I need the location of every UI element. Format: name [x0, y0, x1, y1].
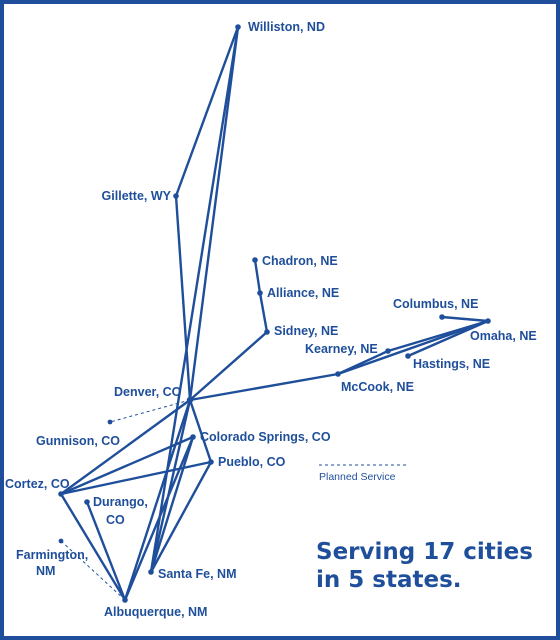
route-cortez-coloradosprings	[59, 435, 195, 496]
city-label-omaha: Omaha, NE	[470, 329, 537, 343]
route-mccook-omaha	[336, 319, 490, 376]
city-dot-chadron[interactable]	[252, 257, 258, 263]
city-dot-hastings[interactable]	[405, 353, 411, 359]
city-dot-alliance[interactable]	[257, 290, 263, 296]
city-dot-cortez[interactable]	[58, 491, 64, 497]
city-label-alliance: Alliance, NE	[267, 286, 339, 300]
city-label-chadron: Chadron, NE	[262, 254, 338, 268]
route-denver-cortez	[59, 398, 192, 496]
city-label-farmington-line2: NM	[36, 564, 55, 578]
city-dot-kearney[interactable]	[385, 348, 391, 354]
route-mccook-kearney	[336, 349, 390, 376]
route-williston-santafe	[149, 25, 240, 574]
route-denver-mccook	[188, 372, 340, 402]
city-dot-santa-fe[interactable]	[148, 569, 154, 575]
city-dot-sidney[interactable]	[264, 329, 270, 335]
city-dot-pueblo[interactable]	[208, 459, 214, 465]
city-dot-gillette[interactable]	[173, 193, 179, 199]
slogan-line-1: Serving 17 cities	[316, 539, 533, 565]
city-dot-gunnison[interactable]	[107, 419, 113, 425]
route-denver-pueblo	[188, 398, 213, 464]
planned-route-denver-gunnison	[109, 399, 191, 423]
city-label-santa-fe: Santa Fe, NM	[158, 567, 237, 581]
route-durango-albuquerque	[85, 500, 127, 602]
route-coloradosprings-albuquerque	[123, 435, 195, 602]
planned-route-farmington-albuquerque	[60, 540, 126, 601]
city-label-gillette: Gillette, WY	[102, 189, 172, 203]
route-kearney-omaha	[386, 319, 490, 353]
city-label-durango-line2: CO	[106, 513, 125, 527]
route-cortez-albuquerque	[59, 492, 127, 602]
route-alliance-sidney	[258, 291, 269, 334]
route-pueblo-santafe	[149, 460, 213, 574]
city-dot-denver[interactable]	[186, 396, 194, 404]
city-label-williston: Williston, ND	[248, 20, 325, 34]
planned-routes	[60, 399, 406, 601]
city-label-hastings: Hastings, NE	[413, 357, 490, 371]
city-dot-columbus[interactable]	[439, 314, 445, 320]
city-dot-albuquerque[interactable]	[122, 597, 128, 603]
city-dots	[58, 24, 491, 603]
routes	[59, 25, 490, 602]
route-gillette-denver	[174, 194, 192, 402]
legend-planned-service: Planned Service	[319, 471, 396, 483]
city-label-mccook: McCook, NE	[341, 380, 414, 394]
route-denver-albuquerque	[123, 398, 192, 602]
route-coloradosprings-santafe	[149, 435, 195, 574]
city-label-columbus: Columbus, NE	[393, 297, 478, 311]
city-label-cortez: Cortez, CO	[5, 477, 70, 491]
city-label-gunnison: Gunnison, CO	[36, 434, 120, 448]
city-dot-omaha[interactable]	[485, 318, 491, 324]
slogan: Serving 17 cities in 5 states.	[316, 539, 533, 593]
city-label-pueblo: Pueblo, CO	[218, 455, 286, 469]
city-label-denver: Denver, CO	[114, 385, 182, 399]
slogan-line-2: in 5 states.	[316, 567, 462, 593]
city-label-sidney: Sidney, NE	[274, 324, 338, 338]
route-sidney-denver	[188, 330, 269, 402]
city-dot-durango[interactable]	[84, 499, 90, 505]
city-dot-colorado-springs[interactable]	[190, 434, 196, 440]
route-map: Williston, ND Gillette, WY Chadron, NE A…	[5, 20, 537, 619]
city-label-durango-line1: Durango,	[93, 495, 148, 509]
route-columbus-omaha	[440, 315, 490, 323]
route-gillette-williston	[174, 25, 240, 198]
route-hastings-omaha	[406, 319, 490, 358]
city-label-colorado-springs: Colorado Springs, CO	[200, 430, 331, 444]
city-label-kearney: Kearney, NE	[305, 342, 378, 356]
city-dot-farmington[interactable]	[58, 538, 64, 544]
city-dot-williston[interactable]	[235, 24, 241, 30]
route-chadron-alliance	[253, 258, 262, 295]
route-cortez-pueblo	[59, 460, 213, 496]
city-dot-mccook[interactable]	[335, 371, 341, 377]
route-denver-williston	[188, 25, 240, 402]
route-denver-santafe	[149, 398, 192, 574]
city-labels: Williston, ND Gillette, WY Chadron, NE A…	[5, 20, 537, 619]
city-label-albuquerque: Albuquerque, NM	[104, 605, 207, 619]
city-label-farmington-line1: Farmington,	[16, 548, 88, 562]
